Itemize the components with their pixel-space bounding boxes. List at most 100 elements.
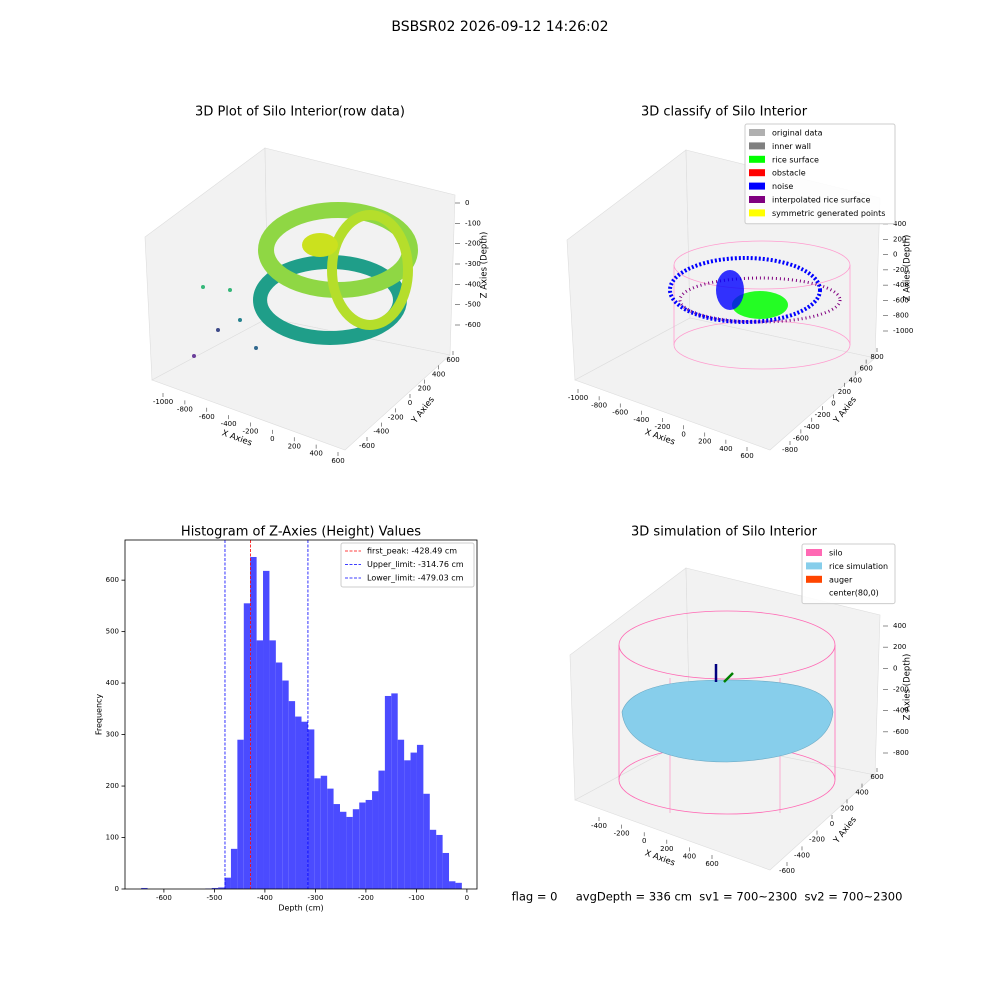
tick-label: -200	[809, 836, 825, 844]
x-tick-label: -200	[358, 894, 374, 902]
histogram-bar	[269, 640, 276, 889]
pane	[151, 317, 451, 451]
tick-label: -800	[177, 405, 193, 413]
tick-label: 0	[642, 837, 646, 845]
histogram-bar	[333, 804, 340, 889]
histogram-bar	[243, 603, 251, 889]
histogram-bar	[327, 788, 334, 889]
tick-label: -200	[893, 686, 909, 694]
legend-swatch	[806, 575, 822, 583]
tick-label: -1000	[893, 327, 913, 335]
tick-label: -200	[388, 413, 404, 421]
tick-label: -800	[893, 312, 909, 320]
histogram-bar	[372, 791, 379, 889]
point-cloud	[327, 210, 413, 330]
tick-label: -500	[465, 301, 481, 309]
legend-label: original data	[772, 129, 823, 138]
tick-label: 0	[893, 664, 897, 672]
tick-label: 800	[870, 353, 883, 361]
tick-label: 0	[408, 399, 412, 407]
histogram-bar	[352, 809, 360, 889]
y-tick-label: 100	[106, 834, 119, 842]
legend-swatch	[806, 549, 822, 556]
subplot-title: 3D classify of Silo Interior	[641, 105, 808, 120]
point	[228, 288, 232, 292]
histogram-bar	[230, 848, 238, 889]
pane	[574, 317, 876, 451]
y-tick-label: 300	[106, 731, 119, 739]
histogram-bar	[211, 887, 219, 889]
rice-surface	[732, 291, 788, 319]
histogram-bar	[455, 882, 462, 889]
tick-label: 400	[719, 445, 732, 453]
tick-label: -200	[465, 240, 481, 248]
legend-label: silo	[829, 549, 843, 558]
tick-label: -200	[893, 266, 909, 274]
histogram-bar	[442, 852, 450, 889]
y-tick-label: 200	[106, 782, 119, 790]
histogram-bar	[314, 778, 321, 889]
tick-label: 400	[309, 450, 322, 458]
tick-label: -600	[359, 442, 375, 450]
legend-swatch	[806, 562, 822, 570]
histogram-bar	[141, 887, 148, 889]
legend-label: noise	[772, 182, 793, 191]
tick-label: 0	[831, 400, 835, 408]
legend-label: rice simulation	[829, 562, 888, 571]
legend-label: auger	[829, 575, 853, 584]
tick-label: 600	[859, 365, 872, 373]
legend-swatch	[749, 169, 765, 177]
histogram-bar	[256, 640, 264, 889]
rice-simulation	[621, 679, 834, 763]
histogram-bar	[282, 680, 289, 889]
interpolated-surface	[678, 276, 842, 324]
histogram-bar	[429, 829, 437, 889]
legend-swatch	[806, 589, 822, 597]
histogram-bar	[436, 834, 443, 889]
histogram-bar	[449, 881, 456, 889]
legend-label: Upper_limit: -314.76 cm	[367, 560, 464, 569]
tick-label: -400	[591, 822, 607, 830]
x-tick-label: 0	[465, 894, 469, 902]
tick-label: 400	[855, 789, 868, 797]
histogram-bar	[275, 662, 283, 889]
tick-label: 600	[705, 860, 718, 868]
tick-label: 200	[698, 438, 711, 446]
histogram-bar	[423, 793, 430, 889]
tick-label: 0	[465, 199, 469, 207]
tick-label: 200	[893, 235, 906, 243]
x-axis-label: Depth (cm)	[278, 904, 323, 913]
tick-label: -800	[782, 446, 798, 454]
axis-label: Z Axies (Depth)	[903, 235, 913, 302]
histogram-bar	[224, 877, 231, 889]
tick-label: -1000	[568, 394, 588, 402]
histogram-bar	[416, 744, 424, 889]
tick-label: 600	[740, 452, 753, 460]
point	[216, 328, 220, 332]
legend-swatch	[749, 196, 765, 203]
point	[238, 318, 242, 322]
tick-label: 400	[432, 370, 445, 378]
legend-label: inner wall	[772, 142, 811, 151]
noise-points	[716, 270, 744, 310]
x-tick-label: -100	[408, 894, 424, 902]
tick-label: 200	[660, 845, 673, 853]
legend-label: obstacle	[772, 169, 806, 178]
noise-points	[668, 256, 822, 324]
y-tick-label: 0	[115, 885, 119, 893]
tick-label: -800	[893, 749, 909, 757]
tick-label: 400	[849, 376, 862, 384]
tick-label: -400	[221, 420, 237, 428]
legend-label: Lower_limit: -479.03 cm	[367, 574, 464, 583]
histogram-bar	[237, 739, 244, 889]
histogram-bar	[339, 811, 347, 889]
tick-label: -200	[243, 428, 259, 436]
tick-label: 0	[893, 251, 897, 259]
subplot-title: 3D simulation of Silo Interior	[631, 525, 818, 540]
y-tick-label: 400	[106, 679, 119, 687]
histogram-bar	[301, 721, 308, 889]
histogram-bar	[359, 802, 366, 889]
legend-swatch	[749, 155, 765, 163]
tick-label: 200	[893, 643, 906, 651]
tick-label: 0	[270, 435, 274, 443]
